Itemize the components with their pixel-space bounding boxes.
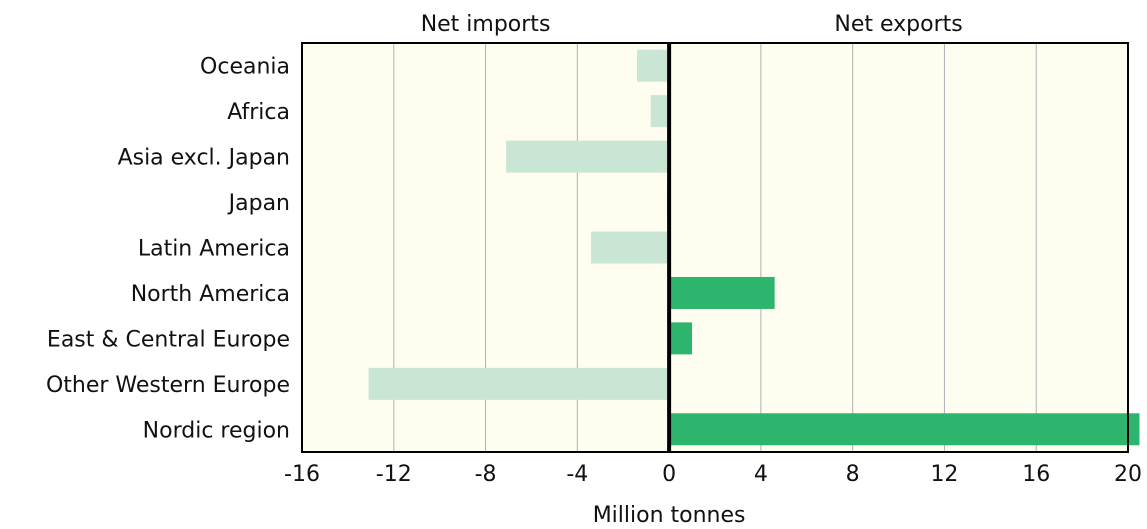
category-label: Oceania <box>200 55 290 80</box>
plot-border <box>301 42 1129 453</box>
bar <box>669 276 775 309</box>
x-tick-labels: -16 -12 -8 -4 0 4 8 12 16 20 <box>284 462 1142 487</box>
net-exports-label: Net exports <box>834 12 962 37</box>
x-tick-label: 0 <box>662 462 676 487</box>
bar <box>669 413 1140 446</box>
category-label: Africa <box>227 100 290 125</box>
category-label: North America <box>131 282 290 307</box>
category-label: Nordic region <box>143 418 290 443</box>
x-axis-title: Million tonnes <box>593 503 746 528</box>
category-label: Latin America <box>138 237 290 262</box>
category-label: Other Western Europe <box>46 373 290 398</box>
x-tick-label: 8 <box>846 462 860 487</box>
x-tick-label: -8 <box>475 462 497 487</box>
x-tick-label: 16 <box>1022 462 1050 487</box>
x-tick-label: 20 <box>1114 462 1142 487</box>
category-labels: Oceania Africa Asia excl. Japan Japan Latin … <box>46 55 290 444</box>
x-tick-label: 4 <box>754 462 768 487</box>
bars <box>368 49 1140 446</box>
bar <box>506 140 670 173</box>
gridlines <box>393 43 1037 452</box>
x-tick-label: 12 <box>930 462 958 487</box>
x-tick-label: -16 <box>284 462 320 487</box>
x-tick-label: -4 <box>566 462 588 487</box>
bar <box>650 95 670 128</box>
category-label: Asia excl. Japan <box>118 146 290 171</box>
x-tick-label: -12 <box>376 462 412 487</box>
bar <box>591 231 670 264</box>
bar <box>636 49 670 82</box>
bar <box>669 322 693 355</box>
net-imports-label: Net imports <box>421 12 551 37</box>
bar <box>368 367 670 400</box>
category-label: Japan <box>227 191 290 216</box>
category-label: East & Central Europe <box>47 327 290 352</box>
